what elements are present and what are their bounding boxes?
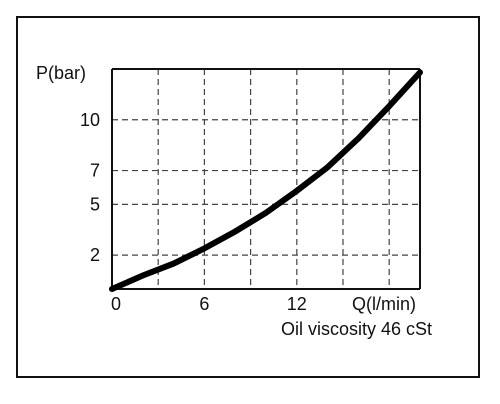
grid-lines [112, 69, 420, 289]
viscosity-note: Oil viscosity 46 cSt [281, 319, 432, 339]
pressure-curve [109, 69, 423, 292]
y-axis-label: P(bar) [36, 63, 86, 83]
x-tick-label: 6 [199, 294, 209, 314]
y-tick-label: 2 [90, 245, 100, 265]
y-tick-label: 7 [90, 161, 100, 181]
y-tick-label: 10 [80, 110, 100, 130]
x-tick-label: 12 [287, 294, 307, 314]
chart-frame [16, 16, 480, 378]
x-axis-label: Q(l/min) [352, 294, 416, 314]
x-tick-label: 0 [111, 294, 121, 314]
tick-labels: 0 6 12 2 5 7 10 [80, 110, 307, 314]
y-tick-label: 5 [90, 194, 100, 214]
